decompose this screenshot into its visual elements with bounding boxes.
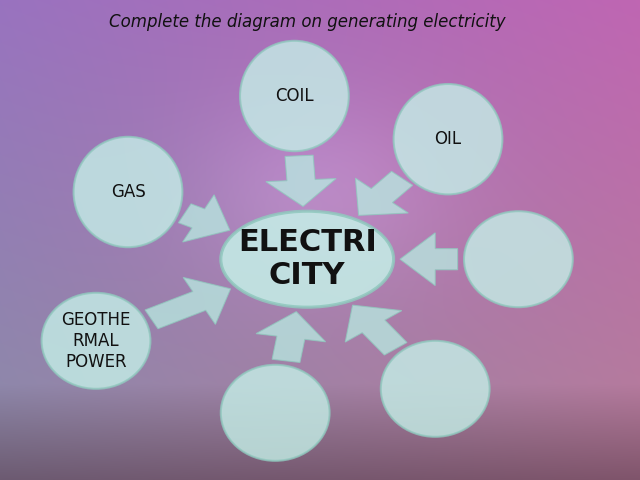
Text: GAS: GAS [111,183,145,201]
Text: GEOTHE
RMAL
POWER: GEOTHE RMAL POWER [61,311,131,371]
Ellipse shape [394,84,502,194]
Polygon shape [355,171,413,216]
Polygon shape [256,312,326,362]
Polygon shape [400,233,458,286]
Polygon shape [179,195,230,242]
Text: ELECTRI
CITY: ELECTRI CITY [238,228,376,290]
Text: COIL: COIL [275,87,314,105]
Text: OIL: OIL [435,130,461,148]
Polygon shape [345,305,407,355]
Text: Complete the diagram on generating electricity: Complete the diagram on generating elect… [109,12,506,31]
Ellipse shape [240,41,349,151]
Ellipse shape [42,293,150,389]
Ellipse shape [464,211,573,307]
Ellipse shape [74,137,182,247]
Ellipse shape [221,365,330,461]
Ellipse shape [221,211,394,307]
Polygon shape [145,277,230,329]
Polygon shape [266,155,336,206]
Ellipse shape [381,341,490,437]
